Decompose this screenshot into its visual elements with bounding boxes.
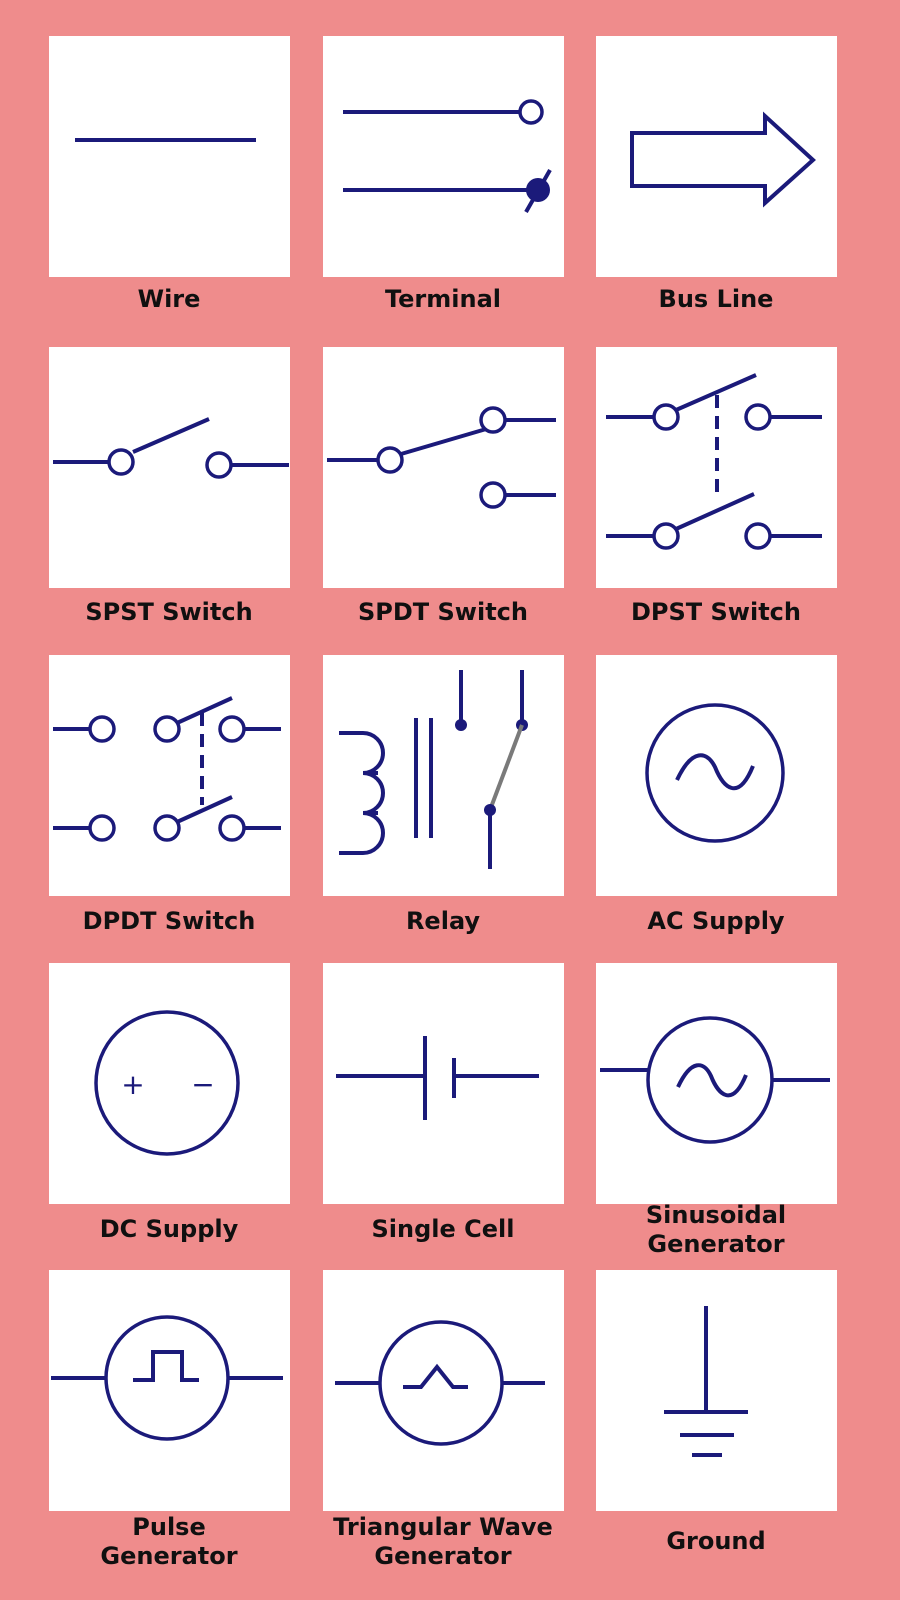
ground-icon [664, 1306, 748, 1457]
sinusoidal-generator-icon [600, 1016, 830, 1144]
sinusoidal-generator-tile [596, 963, 837, 1204]
ac-supply-icon [645, 703, 785, 843]
triangular-wave-generator-icon [335, 1320, 545, 1446]
triangular-wave-generator-tile [323, 1270, 564, 1511]
symbol-label-spdt-switch: SPDT Switch [358, 598, 528, 626]
symbol-label-ground: Ground [666, 1527, 766, 1555]
wire-tile [49, 36, 290, 277]
single-cell-icon [336, 1036, 539, 1120]
relay-icon [339, 670, 528, 869]
symbol-label-pulse-generator: Pulse Generator [100, 1513, 238, 1570]
spst-switch-icon [53, 417, 289, 479]
bus-line-tile [596, 36, 837, 277]
relay-tile [323, 655, 564, 896]
ac-supply-tile [596, 655, 837, 896]
terminal-icon [343, 99, 552, 213]
symbol-label-dc-supply: DC Supply [99, 1215, 239, 1243]
symbol-label-dpdt-switch: DPDT Switch [82, 907, 256, 935]
symbol-label-spst-switch: SPST Switch [85, 598, 253, 626]
symbol-label-ac-supply: AC Supply [647, 907, 785, 935]
spdt-switch-icon [327, 406, 556, 509]
bus-line-icon [630, 111, 816, 208]
spdt-switch-tile [323, 347, 564, 588]
dpdt-switch-tile [49, 655, 290, 896]
symbol-label-terminal: Terminal [384, 285, 502, 313]
ground-tile [596, 1270, 837, 1511]
dc-plus-sign: + [121, 1068, 144, 1101]
dpst-switch-icon [606, 373, 822, 550]
pulse-generator-icon [51, 1315, 283, 1441]
symbol-label-bus-line: Bus Line [658, 285, 774, 313]
single-cell-tile [323, 963, 564, 1204]
dpst-switch-tile [596, 347, 837, 588]
symbol-label-wire: Wire [137, 285, 201, 313]
spst-switch-tile [49, 347, 290, 588]
dc-supply-icon: + − [94, 1010, 240, 1156]
symbol-label-relay: Relay [405, 907, 481, 935]
symbol-label-single-cell: Single Cell [371, 1215, 515, 1243]
wire-icon [75, 138, 256, 142]
symbol-label-dpst-switch: DPST Switch [631, 598, 801, 626]
pulse-generator-tile [49, 1270, 290, 1511]
terminal-tile [323, 36, 564, 277]
dc-minus-sign: − [191, 1068, 214, 1101]
dc-supply-tile: + − [49, 963, 290, 1204]
symbol-label-triangular-wave-generator: Triangular Wave Generator [333, 1513, 553, 1570]
symbol-label-sinusoidal-generator: Sinusoidal Generator [645, 1201, 787, 1258]
dpdt-switch-icon [53, 696, 281, 842]
